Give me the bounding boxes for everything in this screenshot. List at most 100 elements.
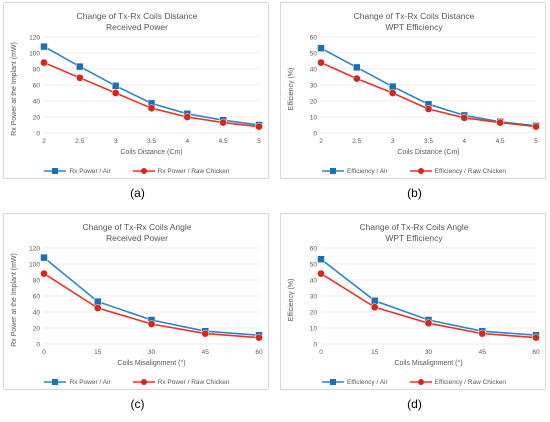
data-point-raw-chicken: [388, 89, 397, 97]
chart-title-a: Change of Tx-Rx Coils Distance: [76, 11, 198, 21]
y-tick-label: 100: [29, 261, 40, 268]
x-tick-label: 4.5: [496, 138, 505, 145]
legend-d: Efficiency / Air Efficiency / Raw Chicke…: [281, 377, 547, 387]
data-point-raw-chicken: [40, 269, 48, 278]
chart-frame-b: Change of Tx-Rx Coils Distance WPT Effic…: [280, 2, 546, 179]
x-tick-label: 5: [257, 138, 261, 145]
legend-item-air: Rx Power / Air: [44, 377, 111, 387]
y-tick-label: 60: [33, 293, 41, 300]
y-tick-label: 20: [33, 114, 41, 121]
data-point-air: [317, 255, 325, 263]
x-tick-label: 15: [371, 349, 379, 356]
chart-title-d: Change of Tx-Rx Coils Angle: [359, 222, 469, 232]
x-tick-label: 2: [42, 138, 46, 145]
data-point-raw-chicken: [370, 303, 379, 312]
x-tick-label: 3: [114, 138, 118, 145]
x-tick-label: 2: [319, 138, 323, 145]
data-point-air: [388, 82, 397, 91]
chart-title-b: Change of Tx-Rx Coils Distance: [353, 11, 475, 21]
legend-label: Efficiency / Raw Chicken: [434, 167, 507, 175]
x-axis-label: Coils Misalignment (°): [394, 359, 462, 367]
y-tick-label: 30: [310, 82, 318, 89]
chart-frame-c: Change of Tx-Rx Coils Angle Received Pow…: [3, 213, 269, 390]
y-tick-label: 120: [29, 245, 40, 252]
legend-item-air: Rx Power / Air: [44, 166, 111, 176]
x-tick-label: 0: [42, 349, 46, 356]
y-tick-label: 10: [310, 114, 318, 121]
x-tick-label: 3.5: [424, 138, 433, 145]
series-line-air: [320, 47, 537, 127]
legend-item-air: Efficiency / Air: [321, 166, 388, 176]
legend-swatch-red: [409, 167, 432, 175]
chart-plot-b: 0 10 20 30 40 50 60 2 2.5 3 3.5 4 4.5 5 Coils Distance…: [288, 34, 540, 156]
x-tick-label: 3: [391, 138, 395, 145]
y-axis-label: Rx Power at the Implant (mW): [11, 253, 18, 347]
x-tick-label: 15: [94, 349, 102, 356]
y-tick-label: 20: [33, 325, 41, 332]
y-tick-label: 0: [313, 341, 317, 348]
y-tick-label: 50: [310, 50, 318, 57]
x-axis-label: Coils Distance (Cm): [120, 149, 182, 156]
x-tick-label: 60: [532, 349, 540, 356]
data-point-raw-chicken: [496, 118, 505, 127]
legend-item-chicken: Rx Power / Raw Chicken: [132, 166, 230, 176]
data-point-raw-chicken: [532, 122, 540, 131]
y-tick-label: 0: [36, 130, 40, 137]
chart-subtitle-b: WPT Efficiency: [385, 22, 443, 32]
y-axis-label: Efficiency (%): [288, 279, 295, 322]
legend-swatch-blue: [321, 378, 344, 386]
legend-label: Rx Power / Raw Chicken: [157, 378, 230, 386]
chart-subtitle-d: WPT Efficiency: [385, 233, 443, 243]
y-tick-label: 40: [33, 309, 41, 316]
data-point-air: [317, 44, 325, 52]
data-point-raw-chicken: [317, 269, 325, 278]
legend-a: Rx Power / Air Rx Power / Raw Chicken: [4, 166, 270, 176]
legend-c: Rx Power / Air Rx Power / Raw Chicken: [4, 377, 270, 387]
legend-label: Rx Power / Air: [69, 167, 111, 175]
y-axis-label: Efficiency (%): [288, 68, 295, 111]
legend-label: Efficiency / Air: [346, 167, 388, 175]
data-point-raw-chicken: [352, 74, 361, 83]
x-tick-label: 30: [148, 349, 156, 356]
caption-a: (a): [130, 186, 145, 200]
panel-a: Change of Tx-Rx Coils Distance Received …: [0, 0, 275, 211]
y-tick-label: 60: [310, 245, 318, 252]
legend-swatch-blue: [44, 378, 67, 386]
y-tick-label: 80: [33, 66, 41, 73]
legend-swatch-red: [409, 378, 432, 386]
x-tick-label: 60: [255, 349, 263, 356]
data-point-raw-chicken: [460, 113, 469, 122]
x-tick-label: 4: [186, 138, 190, 145]
data-point-raw-chicken: [111, 89, 120, 97]
x-tick-label: 3.5: [147, 138, 156, 145]
data-point-air: [371, 297, 379, 305]
y-tick-label: 60: [310, 34, 318, 41]
y-tick-label: 0: [313, 130, 317, 137]
legend-swatch-red: [132, 167, 155, 175]
data-point-air: [40, 253, 48, 262]
legend-label: Rx Power / Air: [69, 378, 111, 386]
data-point-raw-chicken: [147, 320, 156, 328]
y-tick-label: 80: [33, 277, 41, 284]
data-point-raw-chicken: [201, 329, 210, 338]
series-line-air: [43, 45, 260, 126]
data-point-raw-chicken: [183, 113, 192, 121]
data-point-air: [111, 82, 120, 90]
y-tick-label: 20: [310, 309, 318, 316]
chart-frame-d: Change of Tx-Rx Coils Angle WPT Efficien…: [280, 213, 546, 390]
chart-frame-a: Change of Tx-Rx Coils Distance Received …: [3, 2, 269, 179]
y-tick-label: 20: [310, 98, 318, 105]
x-tick-label: 4.5: [219, 138, 228, 145]
data-point-raw-chicken: [219, 118, 228, 127]
chart-subtitle-c: Received Power: [106, 233, 168, 243]
data-point-raw-chicken: [75, 73, 84, 82]
y-tick-label: 10: [310, 325, 318, 332]
x-tick-label: 0: [319, 349, 323, 356]
data-point-raw-chicken: [478, 329, 487, 338]
y-tick-label: 40: [310, 277, 318, 284]
x-tick-label: 2.5: [352, 138, 361, 145]
legend-swatch-blue: [44, 167, 67, 175]
legend-label: Efficiency / Air: [346, 378, 388, 386]
legend-item-chicken: Rx Power / Raw Chicken: [132, 377, 230, 387]
y-tick-label: 0: [36, 341, 40, 348]
